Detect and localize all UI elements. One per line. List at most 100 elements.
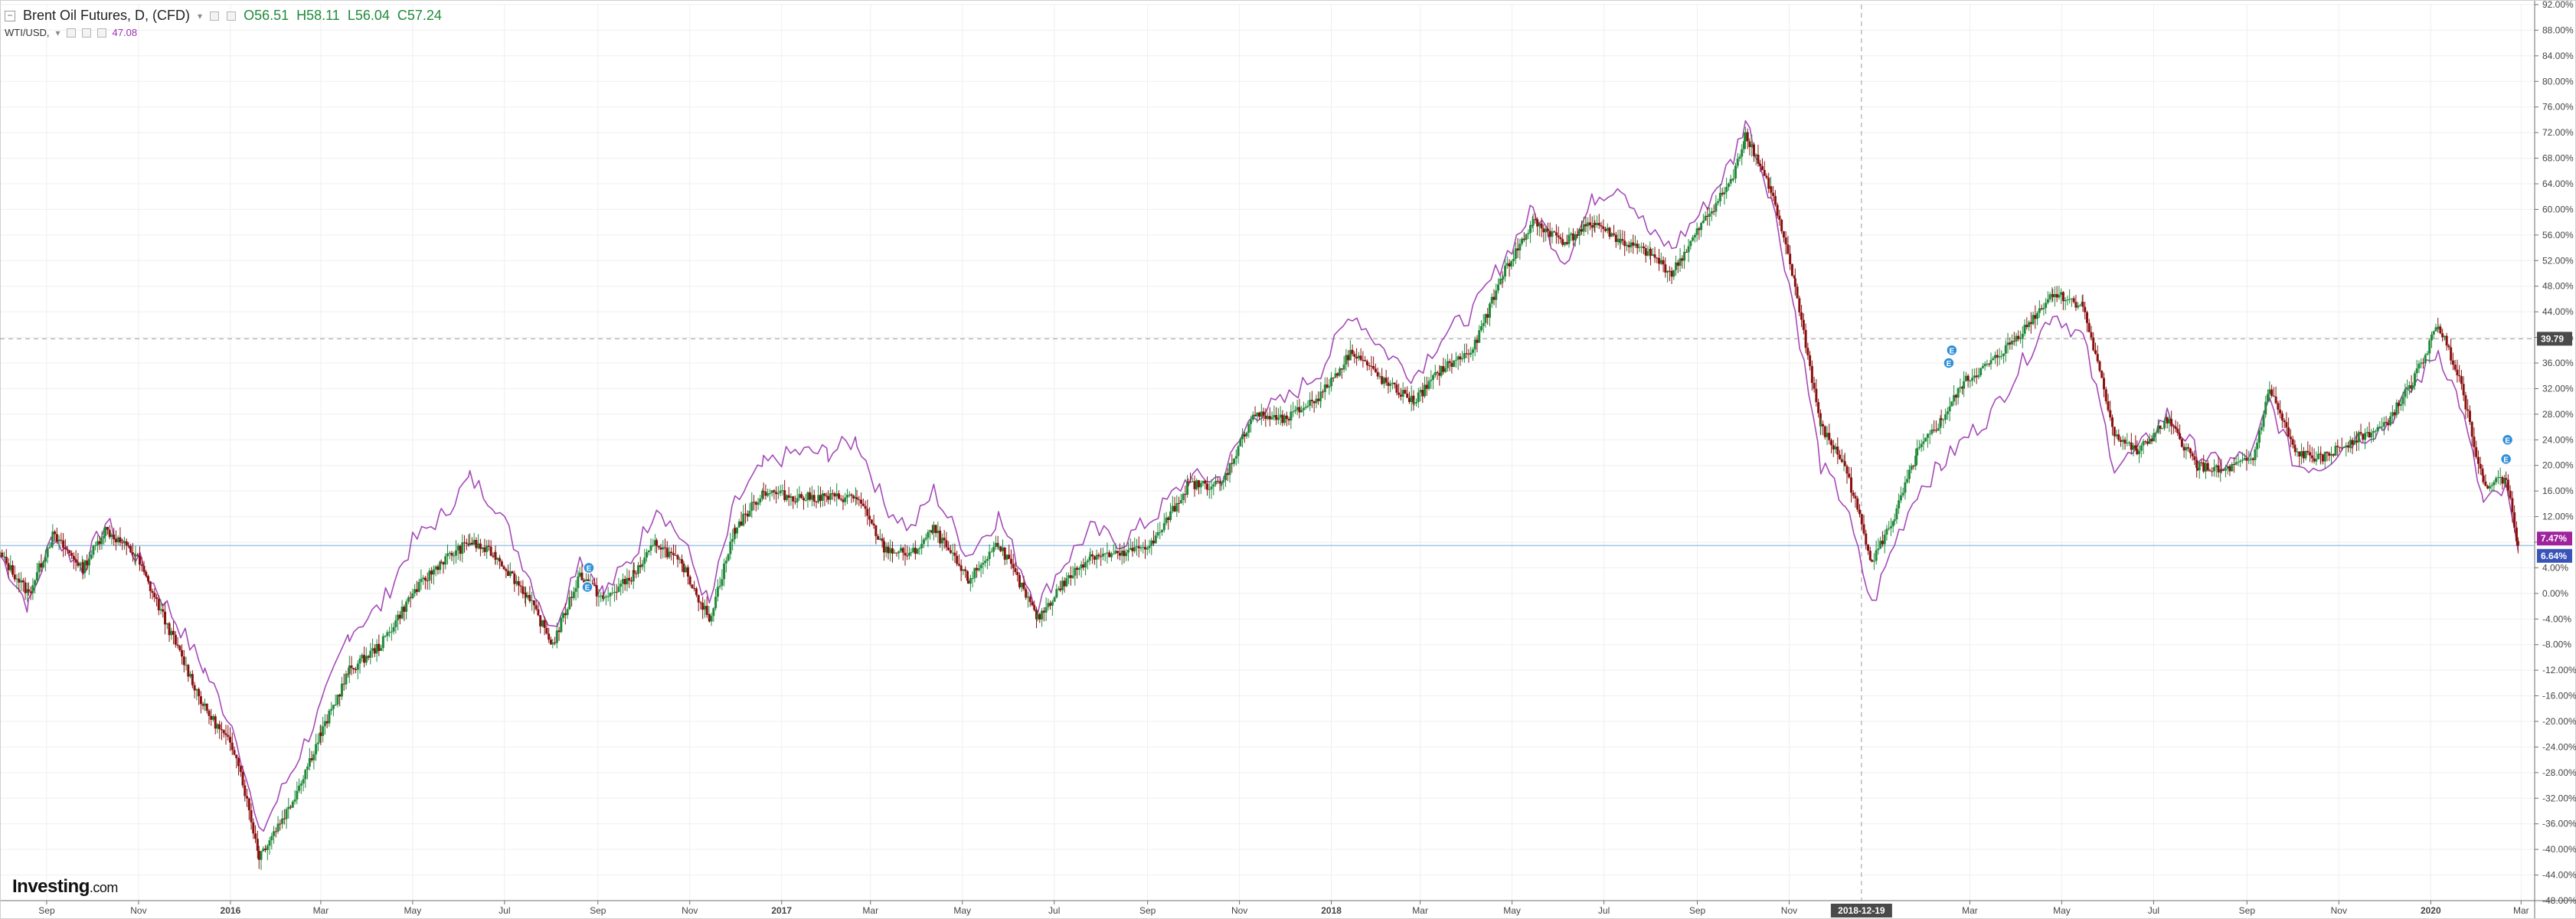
candle-body [1790,263,1793,276]
candle-body [1300,410,1303,413]
settings-square-icon[interactable] [81,28,91,38]
candle-body [273,831,276,836]
candle-body [1596,223,1599,225]
candle-body [632,570,635,582]
y-tick-label: 84.00% [2542,51,2574,61]
candle-body [1395,384,1398,393]
candle-body [2359,432,2362,434]
candle-body [1633,244,1636,246]
candle-body [1419,390,1422,393]
candle-body [1973,375,1976,378]
x-tick-label: Sep [590,905,606,916]
candle-body [845,495,848,498]
candle-body [2237,462,2240,463]
event-marker-icon[interactable]: E [581,581,593,594]
candle-body [914,548,917,554]
candle-body [1093,556,1096,560]
candle-body [1038,613,1041,620]
candle-body [237,758,240,767]
chevron-down-icon[interactable]: ▾ [198,10,203,21]
candle-body [260,851,263,860]
candle-body [1959,387,1962,388]
candle-body [1438,372,1441,376]
candle-body [513,573,516,584]
eye-square-icon[interactable] [66,28,76,38]
candle-body [641,564,644,567]
candle-body [299,783,302,786]
candle-body [2406,388,2409,390]
candle-body [2482,475,2485,482]
collapse-legend-icon[interactable]: − [5,10,15,21]
brent-current-tag-text: 7.47% [2541,533,2567,544]
candle-body [1867,545,1870,551]
candle-body [2368,432,2371,437]
candle-body [380,648,383,651]
candle-body [2272,395,2275,397]
candle-body [502,566,505,570]
candle-body [121,542,124,544]
candle-body [1845,466,1849,474]
candle-body [895,552,898,554]
candle-body [189,674,192,677]
candle-body [5,556,8,564]
candle-body [1150,540,1153,546]
candle-body [2262,414,2265,427]
event-marker-icon[interactable]: E [583,561,595,574]
chevron-down-icon[interactable]: ▾ [55,27,60,38]
candle-body [181,649,184,657]
candle-body [984,561,987,563]
legend-open: O56.51 [244,8,289,23]
candle-body [2161,428,2164,430]
candle-body [155,597,159,600]
candle-body [29,591,32,594]
candle-body [2279,409,2282,414]
close-square-icon[interactable] [227,11,237,21]
event-marker-icon[interactable]: E [1946,344,1958,357]
candle-body [1545,228,1548,233]
candle-body [2484,481,2487,486]
candle-body [2342,446,2346,448]
candle-body [2009,342,2012,345]
candle-body [647,550,650,553]
candle-body [2285,422,2288,428]
candle-body [1391,382,1394,384]
candle-body [992,547,995,552]
candle-body [1370,365,1373,367]
candle-body [216,724,219,729]
close-square-icon[interactable] [96,28,106,38]
candle-body [636,565,639,574]
y-tick-label: -24.00% [2542,741,2576,752]
candle-body [352,668,355,670]
candle-body [2411,385,2414,389]
candle-body [1250,420,1253,424]
legend-title: Brent Oil Futures, D, (CFD) [23,8,191,23]
candle-body [257,850,260,860]
candle-body [21,580,25,583]
candle-body [1142,547,1145,548]
candle-body [1328,386,1331,388]
event-marker-dot [1943,357,1955,369]
candle-body [1772,192,1775,196]
candle-body [1330,377,1333,387]
candle-body [394,620,397,627]
candle-body [1387,382,1390,386]
candle-body [291,801,294,808]
settings-square-icon[interactable] [210,11,220,21]
candle-body [600,595,603,597]
candle-body [1260,411,1263,417]
candle-body [1649,249,1652,256]
candle-body [456,545,459,551]
candle-body [350,666,353,669]
x-tick-label: May [2053,905,2071,916]
candle-body [494,551,497,560]
event-marker-icon[interactable]: E [2501,433,2514,446]
candle-body [1704,215,1707,221]
candle-body [1742,141,1745,149]
candle-body [962,569,965,571]
event-marker-icon[interactable]: E [1943,357,1955,369]
candle-body [1582,224,1585,232]
candle-body [319,732,322,737]
event-marker-icon[interactable]: E [2499,453,2512,466]
